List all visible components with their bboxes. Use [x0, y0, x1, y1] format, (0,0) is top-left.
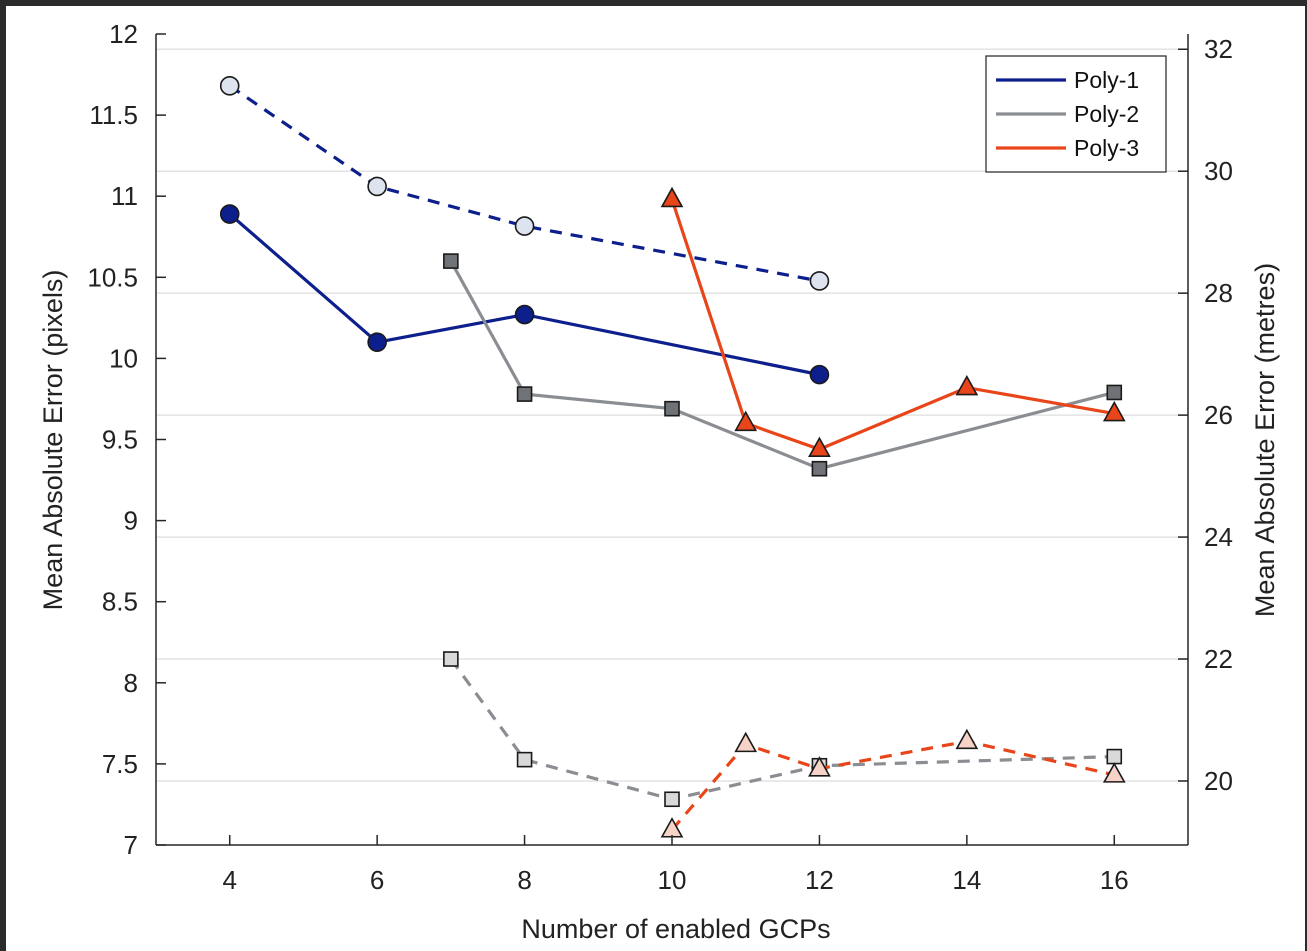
data-point	[219, 204, 240, 224]
data-point	[664, 400, 680, 417]
data-point	[664, 791, 680, 808]
x-tick-label: 4	[222, 865, 236, 895]
series-3-metres	[219, 76, 830, 291]
data-point	[443, 253, 459, 269]
data-point	[367, 332, 387, 352]
y-tick-label-right: 28	[1204, 278, 1233, 308]
y-tick-label-right: 20	[1204, 766, 1233, 796]
y-tick-label-right: 30	[1204, 156, 1233, 186]
series-2-pixels	[660, 186, 1126, 458]
y-tick-label-left: 8	[124, 668, 138, 698]
y-tick-label-left: 11	[111, 181, 138, 211]
data-point	[514, 216, 535, 236]
x-tick-label: 12	[805, 865, 834, 895]
y-tick-label-left: 7.5	[102, 749, 138, 779]
y-tick-label-right: 26	[1204, 400, 1233, 430]
x-tick-label: 10	[658, 865, 687, 895]
x-tick-label: 14	[952, 865, 981, 895]
series-5-metres	[660, 728, 1126, 838]
data-point	[514, 304, 535, 325]
data-point	[734, 731, 758, 753]
y-tick-label-left: 10	[109, 343, 138, 373]
y-tick-label-right: 22	[1204, 644, 1233, 674]
x-axis-label: Number of enabled GCPs	[521, 914, 830, 944]
data-point	[219, 76, 240, 96]
data-point	[734, 410, 758, 432]
series-layer	[219, 76, 1126, 838]
legend-label: Poly-1	[1074, 67, 1139, 93]
series-0-pixels	[219, 204, 830, 385]
y-axis-label-right: Mean Absolute Error (metres)	[1250, 263, 1280, 617]
y-tick-label-left: 9.5	[102, 425, 138, 455]
y-axis-label-left: Mean Absolute Error (pixels)	[38, 270, 68, 611]
x-tick-label: 8	[517, 865, 531, 895]
data-point	[367, 176, 387, 197]
axes: 7 7.5 8 8.5 9 9.5 10 10.5 11 11.5 12 20 22 24 26 28 30 32…	[87, 19, 1233, 895]
data-point	[955, 374, 979, 396]
data-point	[808, 756, 831, 777]
y-tick-label-right: 32	[1204, 34, 1233, 64]
data-point	[660, 186, 684, 208]
x-tick-label: 16	[1100, 865, 1129, 895]
y-tick-label-left: 8.5	[102, 587, 138, 617]
legend-label: Poly-3	[1074, 135, 1139, 161]
y-tick-label-left: 7	[124, 830, 138, 860]
series-line	[449, 658, 1115, 801]
y-tick-label-left: 11.5	[89, 100, 138, 130]
data-point	[809, 364, 830, 385]
series-line	[228, 212, 820, 377]
series-line	[228, 84, 820, 283]
data-point	[516, 386, 533, 402]
y-tick-label-left: 10.5	[87, 262, 138, 292]
data-point	[811, 460, 828, 477]
series-line	[670, 198, 1115, 451]
y-tick-label-right: 24	[1204, 522, 1233, 552]
legend: Poly-1 Poly-2 Poly-3	[985, 55, 1167, 173]
data-point	[1106, 748, 1123, 765]
data-point	[809, 271, 830, 291]
legend-label: Poly-2	[1074, 101, 1139, 127]
data-point	[955, 728, 979, 750]
data-point	[1106, 384, 1123, 401]
series-1-pixels	[443, 253, 1123, 477]
x-tick-label: 6	[370, 865, 384, 895]
data-point	[808, 436, 831, 458]
data-point	[516, 751, 533, 768]
legend-box	[985, 55, 1167, 173]
data-point	[443, 651, 459, 667]
y-tick-label-left: 9	[124, 506, 138, 536]
data-point	[1102, 400, 1126, 422]
y-tick-label-left: 12	[109, 19, 138, 49]
series-4-metres	[443, 651, 1123, 808]
data-point	[1102, 762, 1126, 783]
